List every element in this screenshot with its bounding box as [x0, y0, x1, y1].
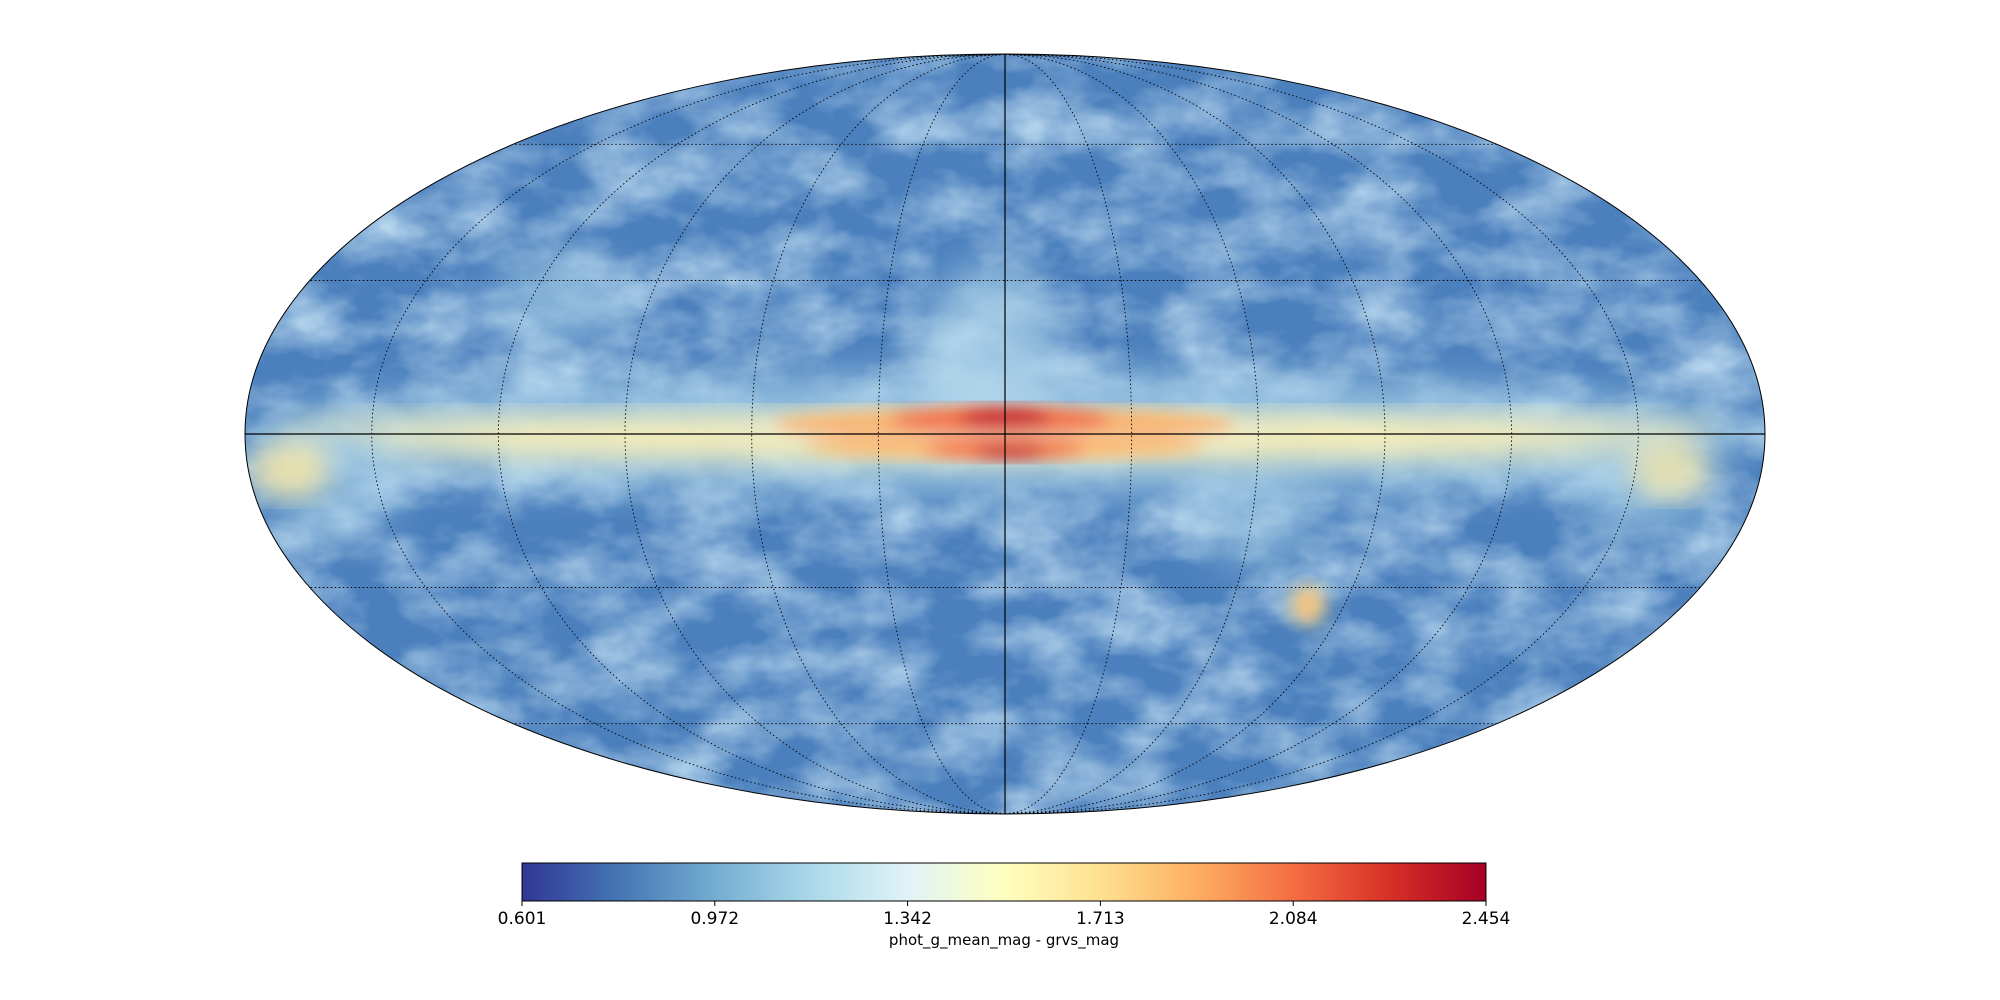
sky-map-image [245, 54, 1765, 814]
meridian-line [1004, 54, 1513, 814]
colorbar: 0.601 0.972 1.342 1.713 2.084 2.454 phot_g_me… [498, 862, 1511, 950]
colorbar-tick-label: 1.342 [883, 909, 932, 929]
meridian-line [497, 54, 1006, 814]
galactic-center [700, 406, 1300, 459]
colorbar-gradient [521, 862, 1487, 902]
galactic-disk [250, 412, 1725, 500]
colorbar-tick-label: 1.713 [1076, 909, 1125, 929]
colorbar-ticks: 0.601 0.972 1.342 1.713 2.084 2.454 [498, 901, 1511, 929]
colorbar-label: phot_g_mean_mag - grvs_mag [889, 931, 1119, 950]
colorbar-tick-label: 0.601 [498, 909, 547, 929]
colorbar-tick-label: 2.084 [1269, 909, 1318, 929]
meridian-line [877, 54, 1006, 814]
colorbar-tick-label: 2.454 [1462, 909, 1511, 929]
mollweide-map [244, 53, 1766, 815]
colorbar-tick-label: 0.972 [690, 909, 739, 929]
meridian-line [1004, 54, 1133, 814]
magellanic-clouds [1195, 583, 1328, 663]
map-outline [244, 53, 1766, 815]
